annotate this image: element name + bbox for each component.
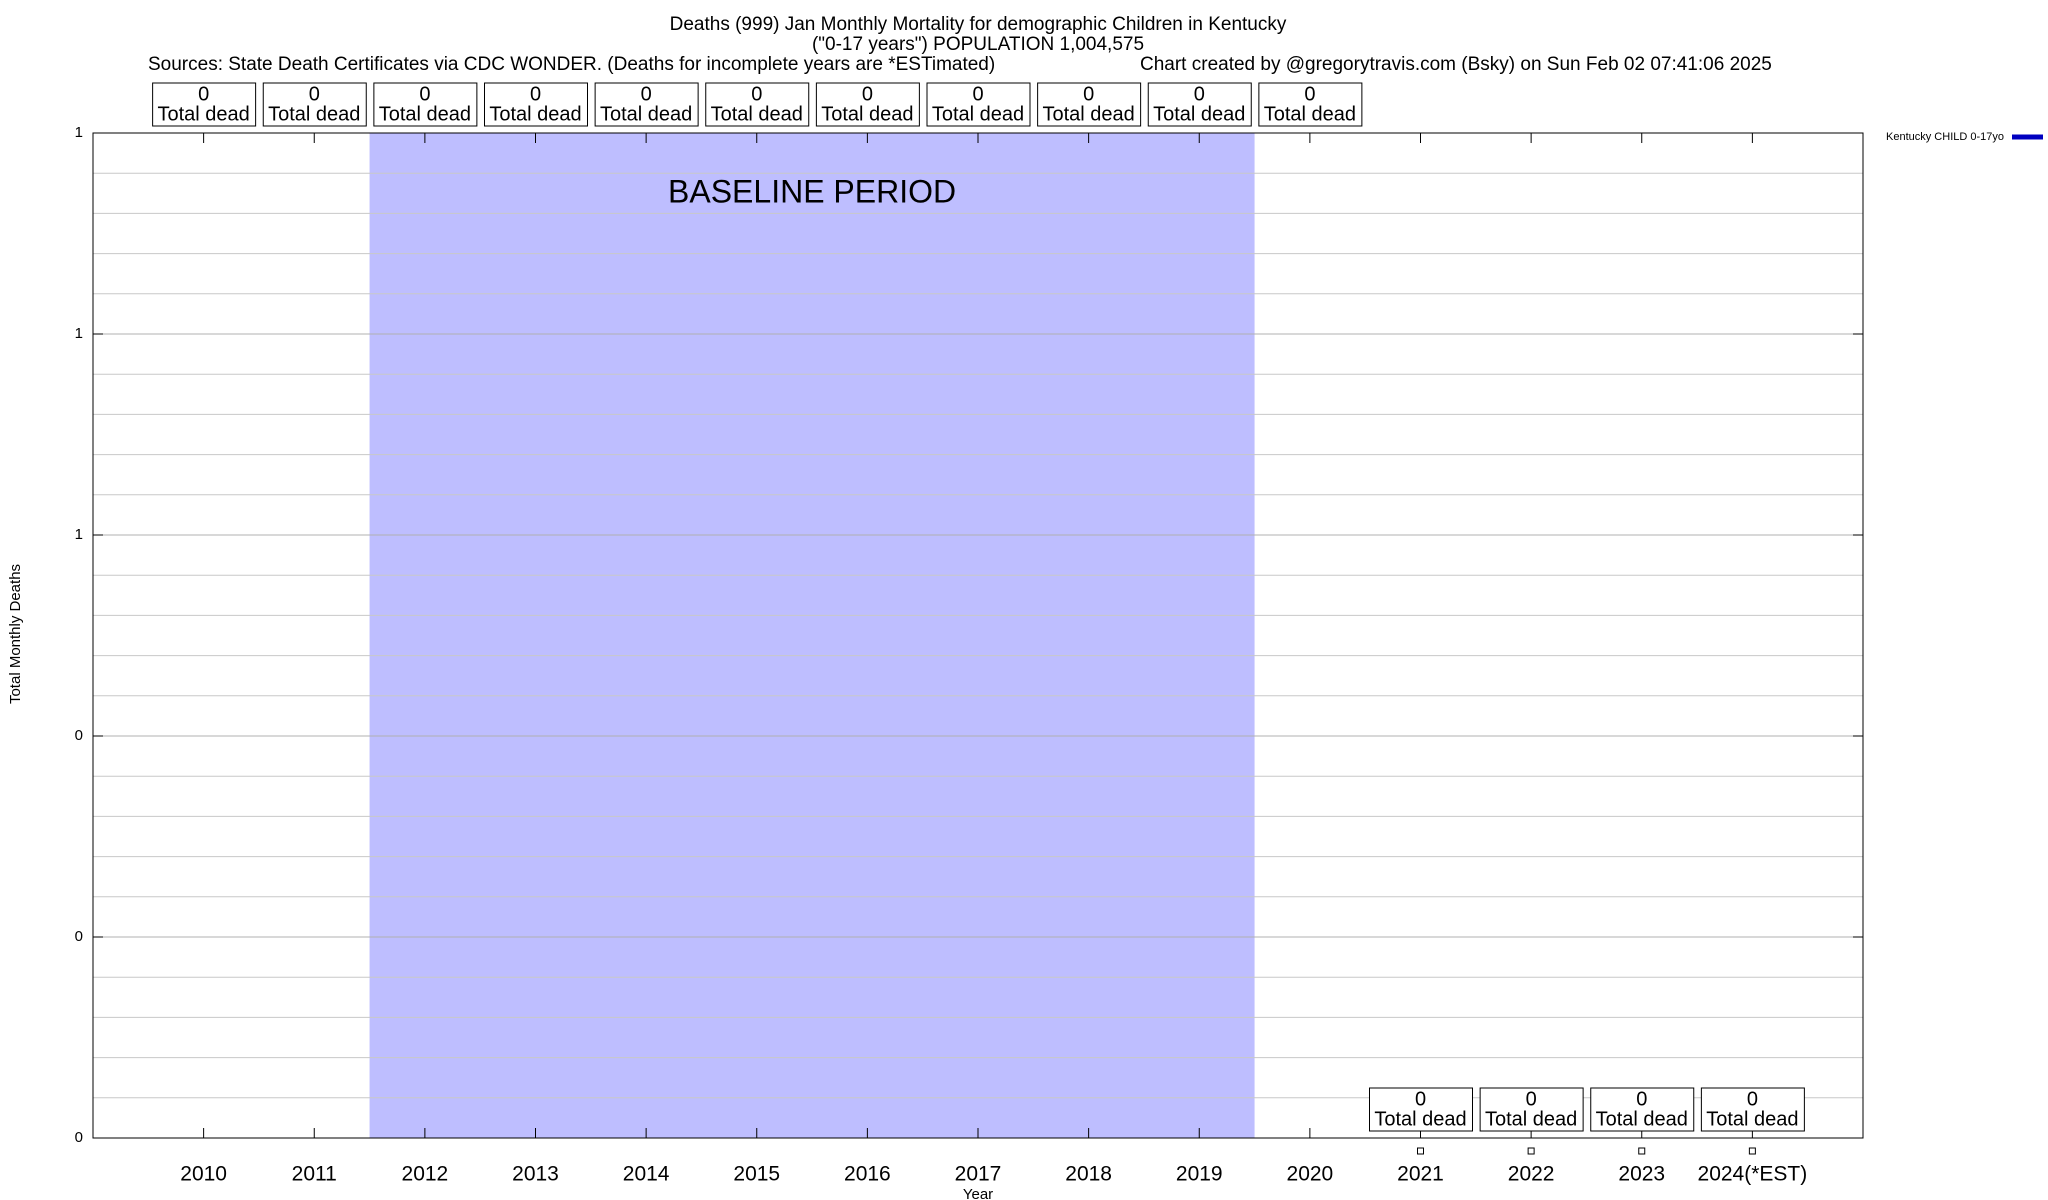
y-tick-label: 1 xyxy=(75,526,83,543)
x-tick-label: 2019 xyxy=(1176,1163,1223,1186)
value-label: 0 xyxy=(419,83,430,105)
label-box xyxy=(373,82,478,127)
value-label-suffix: Total dead xyxy=(489,103,581,125)
x-tick-label: 2012 xyxy=(402,1163,449,1186)
chart-title: Deaths (999) Jan Monthly Mortality for d… xyxy=(670,14,1287,35)
x-tick-label: 2024(*EST) xyxy=(1698,1163,1808,1186)
point xyxy=(1638,1147,1646,1155)
value-label-suffix: Total dead xyxy=(932,103,1024,125)
sources: Sources: State Death Certificates via CD… xyxy=(148,54,995,75)
label-box xyxy=(815,82,920,127)
x-tick-label: 2021 xyxy=(1397,1163,1444,1186)
point xyxy=(1417,1147,1424,1155)
value-label: 0 xyxy=(751,83,762,105)
value-label-suffix: Total dead xyxy=(600,103,692,125)
label-box xyxy=(1147,82,1252,127)
value-label: 0 xyxy=(530,83,541,105)
x-tick-label: 2015 xyxy=(733,1163,780,1186)
value-label: 0 xyxy=(862,83,873,105)
y-tick-label: 1 xyxy=(75,325,83,342)
x-tick-label: 2023 xyxy=(1618,1163,1665,1186)
value-label-suffix: Total dead xyxy=(157,103,249,125)
value-label-suffix: Total dead xyxy=(1264,103,1356,125)
chart-subtitle: ("0-17 years") POPULATION 1,004,575 xyxy=(812,34,1144,55)
label-box xyxy=(1479,1087,1584,1132)
value-label: 0 xyxy=(198,83,209,105)
label-box xyxy=(926,82,1031,127)
y-tick-label: 0 xyxy=(75,928,83,945)
label-box xyxy=(1369,1087,1473,1132)
x-tick-label: 2010 xyxy=(180,1163,227,1186)
baseline-region xyxy=(369,133,1255,1138)
label-box xyxy=(262,82,367,127)
value-label-suffix: Total dead xyxy=(1374,1108,1466,1130)
value-label-suffix: Total dead xyxy=(711,103,803,125)
baseline-label: BASELINE PERIOD xyxy=(668,173,956,209)
value-label: 0 xyxy=(309,83,320,105)
y-tick-label: 0 xyxy=(75,727,83,744)
y-axis-title: Total Monthly Deaths xyxy=(7,564,24,704)
value-label-suffix: Total dead xyxy=(1153,103,1245,125)
label-box xyxy=(484,82,588,127)
label-box xyxy=(1258,82,1363,127)
value-label: 0 xyxy=(1747,1088,1758,1110)
x-axis-title: Year xyxy=(963,1186,993,1200)
value-label: 0 xyxy=(1194,83,1205,105)
value-label-suffix: Total dead xyxy=(1042,103,1134,125)
value-label: 0 xyxy=(1304,83,1315,105)
x-tick-label: 2013 xyxy=(512,1163,559,1186)
legend-label: Kentucky CHILD 0-17yo xyxy=(1886,131,2004,143)
value-label: 0 xyxy=(1083,83,1094,105)
value-label-suffix: Total dead xyxy=(1596,1108,1688,1130)
x-tick-label: 2011 xyxy=(292,1163,337,1186)
x-tick-label: 2014 xyxy=(623,1163,670,1186)
label-box xyxy=(1700,1087,1805,1132)
value-label-suffix: Total dead xyxy=(1485,1108,1577,1130)
value-label: 0 xyxy=(1526,1088,1537,1110)
value-label: 0 xyxy=(1415,1088,1426,1110)
label-box xyxy=(594,82,699,127)
y-tick-label: 1 xyxy=(75,124,83,141)
label-box xyxy=(1037,82,1142,127)
point xyxy=(1527,1147,1535,1155)
value-label-suffix: Total dead xyxy=(1706,1108,1798,1130)
credit: Chart created by @gregorytravis.com (Bsk… xyxy=(1140,54,1772,75)
value-label: 0 xyxy=(641,83,652,105)
label-box xyxy=(1590,1087,1695,1132)
value-label-suffix: Total dead xyxy=(268,103,360,125)
x-tick-label: 2020 xyxy=(1287,1163,1334,1186)
y-tick-label: 0 xyxy=(75,1129,83,1146)
value-label: 0 xyxy=(972,83,983,105)
point xyxy=(1748,1147,1756,1155)
x-tick-label: 2017 xyxy=(955,1163,1002,1186)
label-box xyxy=(705,82,810,127)
value-label-suffix: Total dead xyxy=(821,103,913,125)
label-box xyxy=(152,82,257,127)
value-label: 0 xyxy=(1636,1088,1647,1110)
value-label-suffix: Total dead xyxy=(379,103,471,125)
x-tick-label: 2016 xyxy=(844,1163,891,1186)
x-tick-label: 2018 xyxy=(1065,1163,1112,1186)
x-tick-label: 2022 xyxy=(1508,1163,1555,1186)
